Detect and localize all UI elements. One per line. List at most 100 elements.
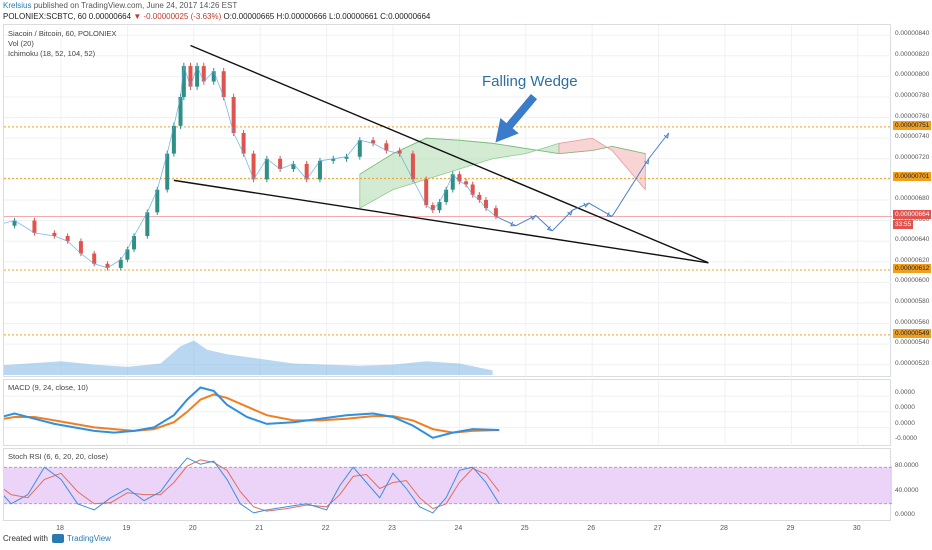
candle-body bbox=[231, 96, 236, 134]
ohlc-values: O:0.00000665 H:0.00000666 L:0.00000661 C… bbox=[223, 12, 431, 21]
tradingview-brand[interactable]: TradingView bbox=[66, 534, 111, 543]
projection-arrowhead bbox=[546, 225, 553, 232]
projection-arrowhead bbox=[644, 158, 650, 165]
projection-segment bbox=[611, 158, 650, 217]
price-axis[interactable]: 0.00000840 0.00000820 0.00000800 0.00000780… bbox=[891, 24, 932, 377]
price-tick-label: 0.00000760 bbox=[895, 112, 930, 120]
time-axis[interactable]: 1819202122232425262728293015 bbox=[3, 521, 891, 533]
last-price-tag: 0.00000664 bbox=[893, 210, 932, 220]
price-tick-label: 0.00000600 bbox=[895, 277, 930, 285]
time-tick-label: 20 bbox=[189, 525, 197, 532]
time-tick-label: 24 bbox=[455, 525, 463, 532]
price-chart-svg: Falling Wedge bbox=[4, 25, 892, 378]
price-tick-label: 0.00000560 bbox=[895, 318, 930, 326]
main-price-pane[interactable]: Falling Wedge Siacoin / Bitcoin, 60, POL… bbox=[3, 24, 892, 378]
candle-body bbox=[331, 158, 336, 161]
time-tick-label: 18 bbox=[56, 525, 64, 532]
price-tick-label: 0.00000720 bbox=[895, 153, 930, 161]
time-tick-label: 30 bbox=[853, 525, 861, 532]
candle-body bbox=[251, 153, 256, 180]
macd-pane[interactable]: MACD (9, 24, close, 10) bbox=[3, 379, 892, 447]
candle-body bbox=[344, 156, 349, 159]
publish-info: Krelsius published on TradingView.com, J… bbox=[3, 1, 237, 10]
candle-body bbox=[105, 263, 110, 268]
rsi-tick-label: 0.0000 bbox=[895, 510, 915, 518]
tradingview-logo-icon bbox=[51, 534, 64, 544]
candle-body bbox=[32, 220, 37, 233]
time-tick-label: 25 bbox=[521, 525, 529, 532]
candle-body bbox=[188, 66, 193, 87]
price-tick-label: 0.00000580 bbox=[895, 297, 930, 305]
level-price-tag: 0.00000701 bbox=[893, 172, 932, 182]
macd-axis[interactable]: 0.0000 0.0000 0.0000 -0.0000 bbox=[891, 379, 932, 446]
candle-body bbox=[118, 259, 123, 268]
candle-body bbox=[221, 71, 226, 97]
macd-tick-label: -0.0000 bbox=[895, 435, 918, 442]
candle-body bbox=[477, 194, 482, 200]
time-tick-label: 28 bbox=[720, 525, 728, 532]
volume-area bbox=[4, 340, 493, 375]
candle-body bbox=[125, 249, 130, 260]
cloud-span-a bbox=[359, 137, 646, 175]
annotation-arrow-shape bbox=[495, 93, 538, 143]
candle-body bbox=[201, 66, 206, 82]
price-tick-label: 0.00000540 bbox=[895, 339, 930, 347]
price-tick-label: 0.00000740 bbox=[895, 133, 930, 141]
candle-body bbox=[78, 241, 83, 254]
candle-body bbox=[457, 174, 462, 182]
candle-body bbox=[155, 189, 160, 213]
price-tick-label: 0.00000620 bbox=[895, 256, 930, 264]
candle-body bbox=[241, 133, 246, 154]
stoch-rsi-pane[interactable]: Stoch RSI (6, 6, 20, 20, close) bbox=[3, 448, 892, 521]
price-line bbox=[4, 64, 497, 269]
candle-body bbox=[384, 143, 389, 151]
time-tick-label: 19 bbox=[123, 525, 131, 532]
candle-body bbox=[65, 235, 70, 242]
level-price-tag: 0.00000751 bbox=[893, 120, 932, 130]
candle-body bbox=[165, 153, 170, 190]
macd-tick-label: 0.0000 bbox=[895, 404, 915, 411]
rsi-band bbox=[4, 467, 892, 504]
macd-line bbox=[4, 386, 500, 439]
candle-body bbox=[493, 208, 498, 217]
candle-body bbox=[304, 163, 309, 180]
candle-body bbox=[450, 174, 455, 190]
author-link[interactable]: Krelsius bbox=[3, 1, 32, 10]
stoch-rsi-axis[interactable]: 80.0000 40.0000 0.0000 bbox=[891, 448, 932, 521]
projection-arrowhead bbox=[583, 202, 590, 208]
projection-segment bbox=[535, 215, 553, 232]
symbol-price: POLONIEX:SCBTC, 60 0.00000664 bbox=[3, 12, 132, 21]
candle-body bbox=[278, 158, 283, 170]
stoch-rsi-k-line bbox=[4, 457, 500, 514]
candle-body bbox=[181, 66, 186, 97]
candle-body bbox=[464, 181, 469, 185]
candle-body bbox=[52, 232, 57, 236]
projection-arrowhead bbox=[663, 132, 670, 139]
projection-arrowhead bbox=[510, 221, 516, 227]
level-price-tag: 0.00000549 bbox=[893, 328, 932, 338]
footer: Created with TradingView bbox=[3, 534, 111, 544]
ichimoku-indicator-label[interactable]: Ichimoku (18, 52, 104, 52) bbox=[8, 49, 96, 58]
candle-body bbox=[145, 212, 150, 236]
candle-body bbox=[317, 160, 322, 180]
candle-body bbox=[430, 205, 435, 211]
time-tick-label: 23 bbox=[388, 525, 396, 532]
projection-arrowhead bbox=[567, 210, 573, 216]
ohlc-info: POLONIEX:SCBTC, 60 0.00000664 ▼ -0.00000… bbox=[3, 12, 430, 21]
chart-title: Siacoin / Bitcoin, 60, POLONIEX bbox=[8, 29, 117, 38]
candle-body bbox=[291, 163, 296, 170]
projection-segment bbox=[648, 132, 669, 160]
candle-body bbox=[178, 96, 183, 126]
rsi-tick-label: 40.0000 bbox=[895, 486, 919, 494]
created-with-text: Created with bbox=[3, 534, 48, 543]
candle-body bbox=[211, 71, 216, 82]
candle-body bbox=[132, 235, 137, 250]
ichimoku-cloud-bearish bbox=[558, 137, 646, 191]
projection-segment bbox=[495, 215, 517, 227]
price-tick-label: 0.00000780 bbox=[895, 91, 930, 99]
candle-body bbox=[171, 125, 176, 154]
annotation-arrow bbox=[495, 93, 538, 143]
volume-indicator-label[interactable]: Vol (20) bbox=[8, 39, 34, 48]
price-change: ▼ -0.00000025 (-3.63%) bbox=[133, 12, 222, 21]
candle-body bbox=[371, 140, 376, 144]
